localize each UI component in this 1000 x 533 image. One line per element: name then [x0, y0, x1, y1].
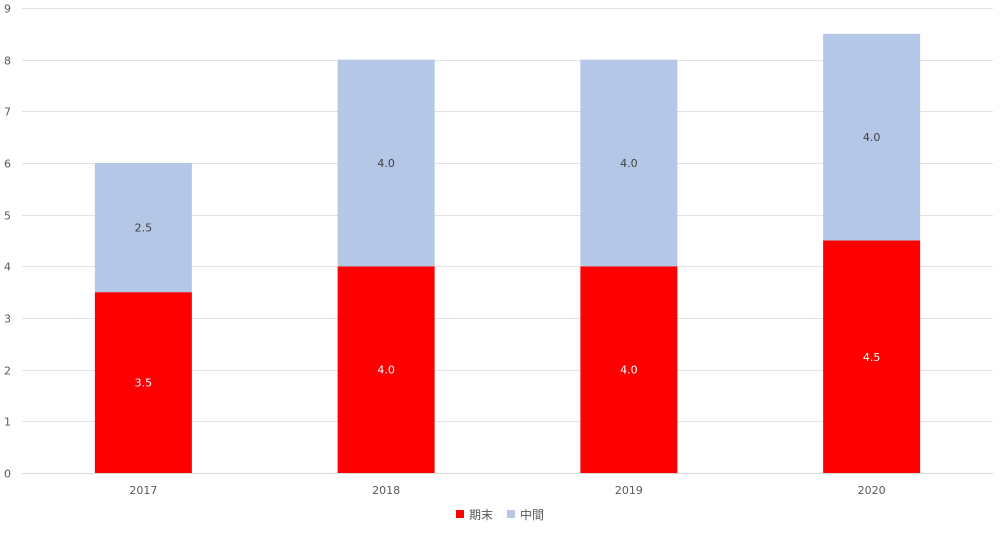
data-label: 4.0 [620, 157, 638, 170]
legend-swatch-series-0 [455, 510, 464, 518]
bar-中間-2017 [94, 163, 192, 293]
data-label: 4.0 [377, 157, 395, 170]
legend-swatch-series-1 [507, 510, 515, 518]
y-tick-label: 5 [4, 210, 11, 223]
y-tick-label: 0 [4, 468, 11, 481]
bar-中間-2020 [823, 33, 921, 241]
x-tick-label: 2019 [615, 484, 643, 497]
x-tick-label: 2018 [372, 484, 400, 497]
y-tick-label: 1 [4, 416, 11, 429]
x-tick-label: 2020 [858, 484, 886, 497]
y-tick-label: 2 [4, 365, 11, 378]
data-label: 2.5 [135, 222, 153, 235]
data-label: 3.5 [135, 377, 153, 390]
x-tick-label: 2017 [129, 484, 157, 497]
bar-期末-2017 [94, 292, 192, 473]
bar-中間-2018 [337, 59, 435, 267]
legend: 期末 中間 [0, 504, 1000, 524]
legend-label-series-1: 中間 [520, 507, 545, 522]
y-tick-label: 7 [4, 106, 11, 119]
legend-item-series-0: 期末 [455, 506, 493, 523]
y-tick-label: 8 [4, 55, 11, 68]
y-tick-label: 4 [4, 261, 11, 274]
data-label: 4.5 [863, 351, 881, 364]
legend-label-series-0: 期末 [468, 507, 493, 522]
y-tick-label: 6 [4, 158, 11, 171]
data-label: 4.0 [377, 364, 395, 377]
legend-item-series-1: 中間 [507, 506, 544, 523]
y-tick-label: 3 [4, 313, 11, 326]
data-label: 4.0 [863, 131, 881, 144]
bar-期末-2018 [337, 266, 435, 473]
y-tick-label: 9 [4, 3, 11, 16]
bar-期末-2020 [823, 240, 921, 473]
bar-期末-2019 [580, 266, 678, 473]
bar-中間-2019 [580, 59, 678, 267]
data-label: 4.0 [620, 364, 638, 377]
